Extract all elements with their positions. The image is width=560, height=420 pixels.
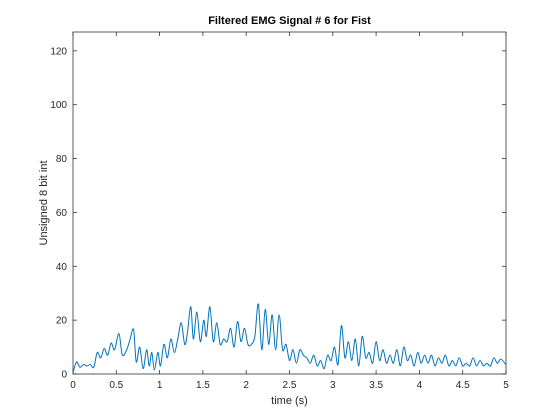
x-tick-label: 4 xyxy=(417,380,423,391)
y-tick-label: 60 xyxy=(56,208,68,219)
x-tick-label: 3.5 xyxy=(369,380,383,391)
x-tick-label: 0 xyxy=(70,380,76,391)
x-axis-label: time (s) xyxy=(271,395,308,407)
x-tick-label: 3 xyxy=(330,380,336,391)
y-axis: 0 20 40 60 80 100 120 xyxy=(50,46,506,381)
x-tick-label: 2 xyxy=(243,380,249,391)
y-tick-label: 100 xyxy=(50,100,67,111)
x-tick-label: 1 xyxy=(157,380,163,391)
series-layer xyxy=(72,303,507,373)
x-tick-label: 2.5 xyxy=(283,380,297,391)
y-tick-label: 80 xyxy=(56,154,68,165)
y-axis-label: Unsigned 8 bit int xyxy=(38,161,50,246)
y-tick-label: 40 xyxy=(56,262,68,273)
x-axis: 0 0.5 1 1.5 2 2.5 3 3.5 4 4.5 5 xyxy=(70,32,509,391)
chart-title: Filtered EMG Signal # 6 for Fist xyxy=(208,15,371,27)
y-tick-label: 20 xyxy=(56,316,68,327)
x-tick-label: 4.5 xyxy=(456,380,470,391)
x-tick-label: 5 xyxy=(503,380,509,391)
x-tick-label: 1.5 xyxy=(196,380,210,391)
y-tick-label: 0 xyxy=(61,370,67,381)
plot-frame xyxy=(72,31,507,375)
plot-area xyxy=(72,31,507,375)
x-tick-label: 0.5 xyxy=(109,380,123,391)
series-line xyxy=(72,303,507,373)
y-tick-label: 120 xyxy=(50,46,67,57)
